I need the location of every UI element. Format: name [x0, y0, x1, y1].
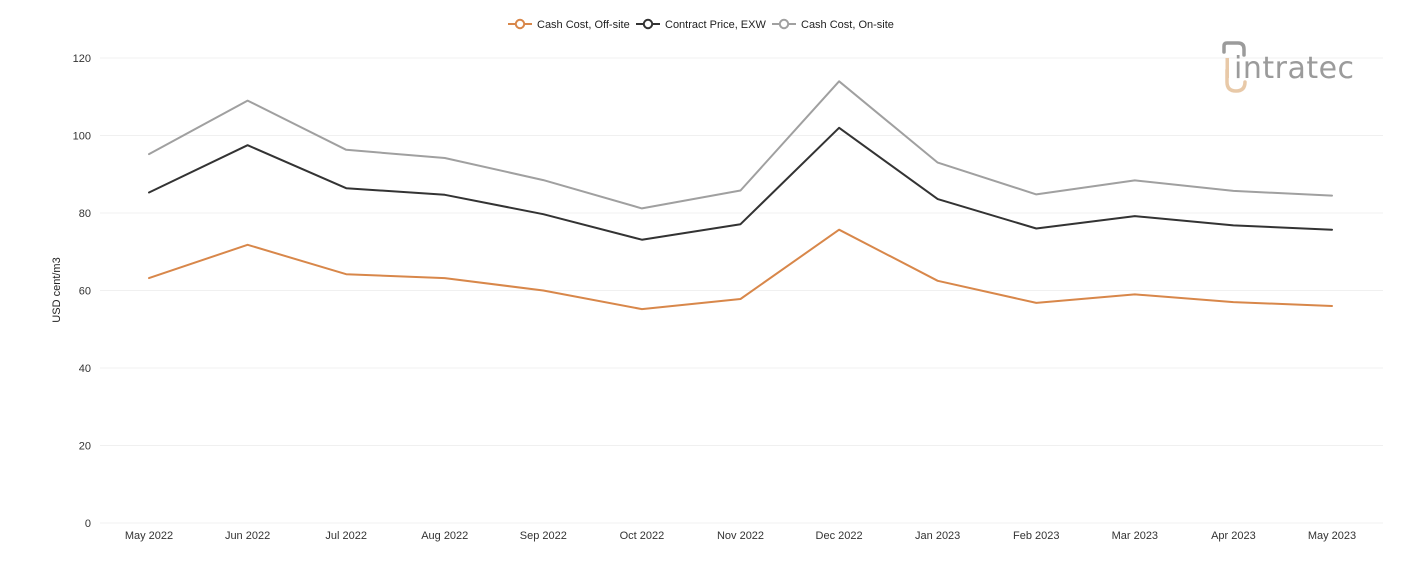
data-point — [343, 147, 349, 153]
data-point — [146, 275, 152, 281]
data-point — [935, 278, 941, 284]
x-axis: May 2022 Jun 2022 Jul 2022 Aug 2022 Sep 2022… — [125, 530, 1356, 542]
data-point — [442, 275, 448, 281]
x-tick-label: Jan 2023 — [915, 530, 960, 542]
data-point — [442, 192, 448, 198]
series-group — [146, 125, 1335, 243]
data-point — [540, 288, 546, 294]
data-point — [1329, 193, 1335, 199]
legend-label: Contract Price, EXW — [665, 19, 766, 31]
data-point — [146, 151, 152, 157]
data-point — [343, 185, 349, 191]
data-point — [540, 211, 546, 217]
legend-item[interactable]: Cash Cost, Off-site — [508, 18, 630, 31]
x-tick-label: Nov 2022 — [717, 530, 764, 542]
data-point — [1132, 177, 1138, 183]
legend-label: Cash Cost, On-site — [801, 19, 894, 31]
x-tick-label: Aug 2022 — [421, 530, 468, 542]
data-point — [836, 125, 842, 131]
x-tick-label: Jul 2022 — [325, 530, 367, 542]
x-tick-label: Feb 2023 — [1013, 530, 1059, 542]
x-tick-label: May 2023 — [1308, 530, 1356, 542]
y-tick-label: 0 — [85, 518, 91, 530]
data-point — [146, 189, 152, 195]
series-line — [148, 126, 1333, 241]
x-tick-label: Jun 2022 — [225, 530, 270, 542]
watermark-text: intratec — [1234, 51, 1355, 86]
series-line — [148, 228, 1333, 311]
data-point — [639, 237, 645, 243]
data-point — [935, 196, 941, 202]
data-point — [935, 160, 941, 166]
data-point — [639, 205, 645, 211]
data-point — [738, 296, 744, 302]
data-point — [1230, 299, 1236, 305]
data-point — [245, 242, 251, 248]
data-point — [1132, 213, 1138, 219]
legend-marker — [778, 18, 790, 30]
legend-item[interactable]: Contract Price, EXW — [636, 18, 766, 31]
x-tick-label: May 2022 — [125, 530, 173, 542]
series-group — [146, 227, 1335, 312]
data-point — [245, 98, 251, 104]
series-lines — [146, 78, 1335, 312]
data-point — [1329, 303, 1335, 309]
watermark-logo: intratec — [1222, 41, 1355, 93]
y-tick-label: 80 — [79, 208, 91, 220]
data-point — [1033, 300, 1039, 306]
data-point — [836, 227, 842, 233]
data-point — [343, 271, 349, 277]
x-tick-label: Dec 2022 — [816, 530, 863, 542]
grid-lines — [100, 57, 1383, 524]
x-tick-label: Sep 2022 — [520, 530, 567, 542]
data-point — [639, 306, 645, 312]
y-tick-label: 40 — [79, 363, 91, 375]
y-tick-label: 120 — [73, 53, 91, 65]
y-tick-label: 100 — [73, 131, 91, 143]
legend-label: Cash Cost, Off-site — [537, 19, 630, 31]
data-point — [738, 221, 744, 227]
data-point — [1230, 222, 1236, 228]
data-point — [738, 188, 744, 194]
data-point — [540, 177, 546, 183]
legend-item[interactable]: Cash Cost, On-site — [772, 18, 894, 31]
data-point — [836, 78, 842, 84]
y-axis-label: USD cent/m3 — [51, 257, 63, 322]
data-point — [1329, 227, 1335, 233]
data-point — [1132, 291, 1138, 297]
x-tick-label: Apr 2023 — [1211, 530, 1256, 542]
intratec-logo-icon — [1222, 41, 1247, 93]
series-group — [146, 78, 1335, 211]
data-point — [442, 155, 448, 161]
x-tick-label: Mar 2023 — [1112, 530, 1158, 542]
y-tick-label: 20 — [79, 441, 91, 453]
data-point — [1033, 191, 1039, 197]
data-point — [1230, 188, 1236, 194]
y-tick-label: 60 — [79, 286, 91, 298]
legend-marker — [514, 18, 526, 30]
x-tick-label: Oct 2022 — [620, 530, 665, 542]
legend[interactable]: Cash Cost, Off-site Contract Price, EXW Ca… — [508, 18, 894, 31]
legend-marker — [642, 18, 654, 30]
series-line — [148, 80, 1333, 210]
data-point — [1033, 226, 1039, 232]
data-point — [245, 142, 251, 148]
y-axis: 0 20 40 60 80 100 120 — [73, 53, 91, 530]
